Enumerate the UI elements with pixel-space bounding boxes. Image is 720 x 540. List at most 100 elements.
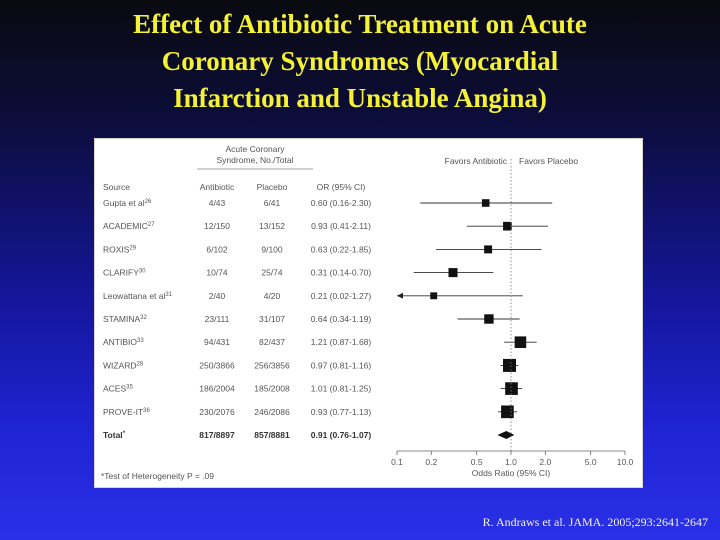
source-name: STAMINA bbox=[103, 314, 140, 324]
forest-plot: Acute Coronary Syndrome, No./Total Sourc… bbox=[101, 144, 634, 481]
antibiotic-count: 186/2004 bbox=[199, 384, 235, 394]
x-tick-label: 0.5 bbox=[471, 457, 483, 467]
antibiotic-count: 4/43 bbox=[209, 198, 226, 208]
placebo-count: 256/3856 bbox=[254, 360, 290, 370]
source-reference: 29 bbox=[129, 245, 136, 251]
x-tick-label: 10.0 bbox=[617, 457, 634, 467]
source-label: ANTIBIO33 bbox=[103, 337, 144, 347]
source-reference: 32 bbox=[140, 315, 147, 321]
point-estimate-square bbox=[505, 382, 518, 395]
antibiotic-count: 12/150 bbox=[204, 221, 230, 231]
placebo-count: 6/41 bbox=[264, 198, 281, 208]
title-line-2: Coronary Syndromes (Myocardial bbox=[161, 46, 559, 76]
antibiotic-count: 2/40 bbox=[209, 291, 226, 301]
odds-ratio-ci: 1.21 (0.87-1.68) bbox=[311, 337, 372, 347]
source-label: Gupta et al26 bbox=[103, 198, 152, 208]
placebo-count: 31/107 bbox=[259, 314, 285, 324]
source-name: ACADEMIC bbox=[103, 221, 148, 231]
odds-ratio-ci: 0.64 (0.34-1.19) bbox=[311, 314, 372, 324]
point-estimate-square bbox=[514, 336, 527, 348]
source-reference: * bbox=[123, 431, 126, 437]
point-estimate-square bbox=[481, 199, 490, 207]
favors-placebo-label: Favors Placebo bbox=[519, 156, 578, 166]
x-axis-label: Odds Ratio (95% CI) bbox=[472, 468, 551, 478]
placebo-count: 246/2086 bbox=[254, 407, 290, 417]
antibiotic-count: 250/3866 bbox=[199, 360, 235, 370]
x-tick-label: 1.0 bbox=[505, 457, 517, 467]
x-tick-label: 2.0 bbox=[539, 457, 551, 467]
col-header-or: OR (95% CI) bbox=[317, 182, 366, 192]
placebo-count: 25/74 bbox=[261, 268, 283, 278]
source-name: WIZARD bbox=[103, 360, 137, 370]
title-line-3: Infarction and Unstable Angina) bbox=[173, 83, 547, 113]
source-name: PROVE-IT bbox=[103, 407, 143, 417]
x-tick-label: 0.2 bbox=[425, 457, 437, 467]
source-name: Gupta et al bbox=[103, 198, 145, 208]
source-label: WIZARD28 bbox=[103, 360, 144, 370]
source-label: ACADEMIC27 bbox=[103, 221, 155, 231]
antibiotic-count: 817/8897 bbox=[199, 430, 235, 440]
odds-ratio-ci: 0.21 (0.02-1.27) bbox=[311, 291, 372, 301]
odds-ratio-ci: 0.97 (0.81-1.16) bbox=[311, 360, 372, 370]
point-estimate-square bbox=[484, 245, 493, 254]
odds-ratio-ci: 0.93 (0.41-2.11) bbox=[311, 221, 371, 231]
point-estimate-square bbox=[484, 314, 494, 324]
title-line-1: Effect of Antibiotic Treatment on Acute bbox=[133, 9, 587, 39]
source-name: CLARIFY bbox=[103, 268, 139, 278]
antibiotic-count: 10/74 bbox=[206, 268, 228, 278]
source-name: ACES bbox=[103, 384, 126, 394]
odds-ratio-ci: 0.60 (0.16-2.30) bbox=[311, 198, 372, 208]
col-header-source: Source bbox=[103, 182, 130, 192]
placebo-count: 9/100 bbox=[261, 244, 283, 254]
source-reference: 28 bbox=[137, 361, 144, 367]
source-name: ROXIS bbox=[103, 244, 130, 254]
point-estimate-square bbox=[448, 268, 458, 278]
source-name: ANTIBIO bbox=[103, 337, 137, 347]
source-label: Leowattana et al31 bbox=[103, 291, 173, 301]
antibiotic-count: 6/102 bbox=[206, 244, 228, 254]
col-header-placebo: Placebo bbox=[257, 182, 288, 192]
group-header-line1: Acute Coronary bbox=[225, 144, 285, 154]
placebo-count: 857/8881 bbox=[254, 430, 290, 440]
source-label: STAMINA32 bbox=[103, 314, 147, 324]
source-label: ACES35 bbox=[103, 384, 133, 394]
source-reference: 35 bbox=[126, 385, 133, 391]
citation: R. Andraws et al. JAMA. 2005;293:2641-26… bbox=[482, 515, 708, 529]
favors-antibiotic-label: Favors Antibiotic bbox=[445, 156, 508, 166]
antibiotic-count: 94/431 bbox=[204, 337, 230, 347]
source-reference: 30 bbox=[139, 269, 146, 275]
antibiotic-count: 23/111 bbox=[205, 314, 230, 324]
source-label: PROVE-IT36 bbox=[103, 407, 150, 417]
odds-ratio-ci: 0.31 (0.14-0.70) bbox=[311, 268, 372, 278]
antibiotic-count: 230/2076 bbox=[199, 407, 235, 417]
source-name: Leowattana et al bbox=[103, 291, 165, 301]
placebo-count: 185/2008 bbox=[254, 384, 290, 394]
placebo-count: 13/152 bbox=[259, 221, 285, 231]
ci-clipped-arrow bbox=[397, 292, 403, 299]
source-reference: 33 bbox=[137, 338, 144, 344]
summary-diamond bbox=[497, 431, 515, 439]
placebo-count: 82/437 bbox=[259, 337, 285, 347]
forest-plot-figure: Acute Coronary Syndrome, No./Total Sourc… bbox=[94, 138, 643, 488]
source-name: Total bbox=[103, 430, 123, 440]
source-label: Total* bbox=[103, 430, 126, 440]
source-reference: 27 bbox=[148, 222, 155, 228]
source-reference: 26 bbox=[145, 199, 152, 205]
source-reference: 31 bbox=[165, 292, 172, 298]
col-header-antibiotic: Antibiotic bbox=[200, 182, 235, 192]
source-label: ROXIS29 bbox=[103, 244, 137, 254]
point-estimate-square bbox=[502, 358, 516, 372]
x-tick-label: 0.1 bbox=[391, 457, 403, 467]
source-reference: 36 bbox=[143, 408, 150, 414]
x-tick-label: 5.0 bbox=[585, 457, 597, 467]
odds-ratio-ci: 0.93 (0.77-1.13) bbox=[311, 407, 372, 417]
source-label: CLARIFY30 bbox=[103, 268, 146, 278]
heterogeneity-footnote: *Test of Heterogeneity P = .09 bbox=[101, 471, 214, 481]
odds-ratio-ci: 1.01 (0.81-1.25) bbox=[311, 384, 372, 394]
odds-ratio-ci: 0.91 (0.76-1.07) bbox=[311, 430, 372, 440]
group-header-line2: Syndrome, No./Total bbox=[216, 155, 293, 165]
placebo-count: 4/20 bbox=[264, 291, 281, 301]
slide-title: Effect of Antibiotic Treatment on Acute … bbox=[40, 6, 680, 117]
point-estimate-square bbox=[501, 405, 514, 419]
point-estimate-square bbox=[430, 292, 438, 300]
